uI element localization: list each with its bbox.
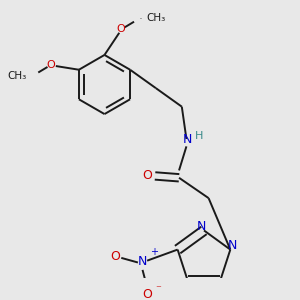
Text: N: N [183,134,192,146]
Text: CH₃: CH₃ [146,13,165,23]
Text: O: O [142,288,152,300]
Text: O: O [110,250,120,262]
Text: OCH₃: OCH₃ [140,17,143,19]
Text: N: N [196,220,206,233]
Text: ⁻: ⁻ [155,284,161,294]
Text: O: O [117,24,125,34]
Text: O: O [143,169,153,182]
Text: H: H [195,131,203,141]
Text: +: + [150,247,158,257]
Text: O: O [47,60,56,70]
Text: N: N [138,255,147,268]
Text: CH₃: CH₃ [7,71,26,81]
Text: N: N [227,239,237,252]
